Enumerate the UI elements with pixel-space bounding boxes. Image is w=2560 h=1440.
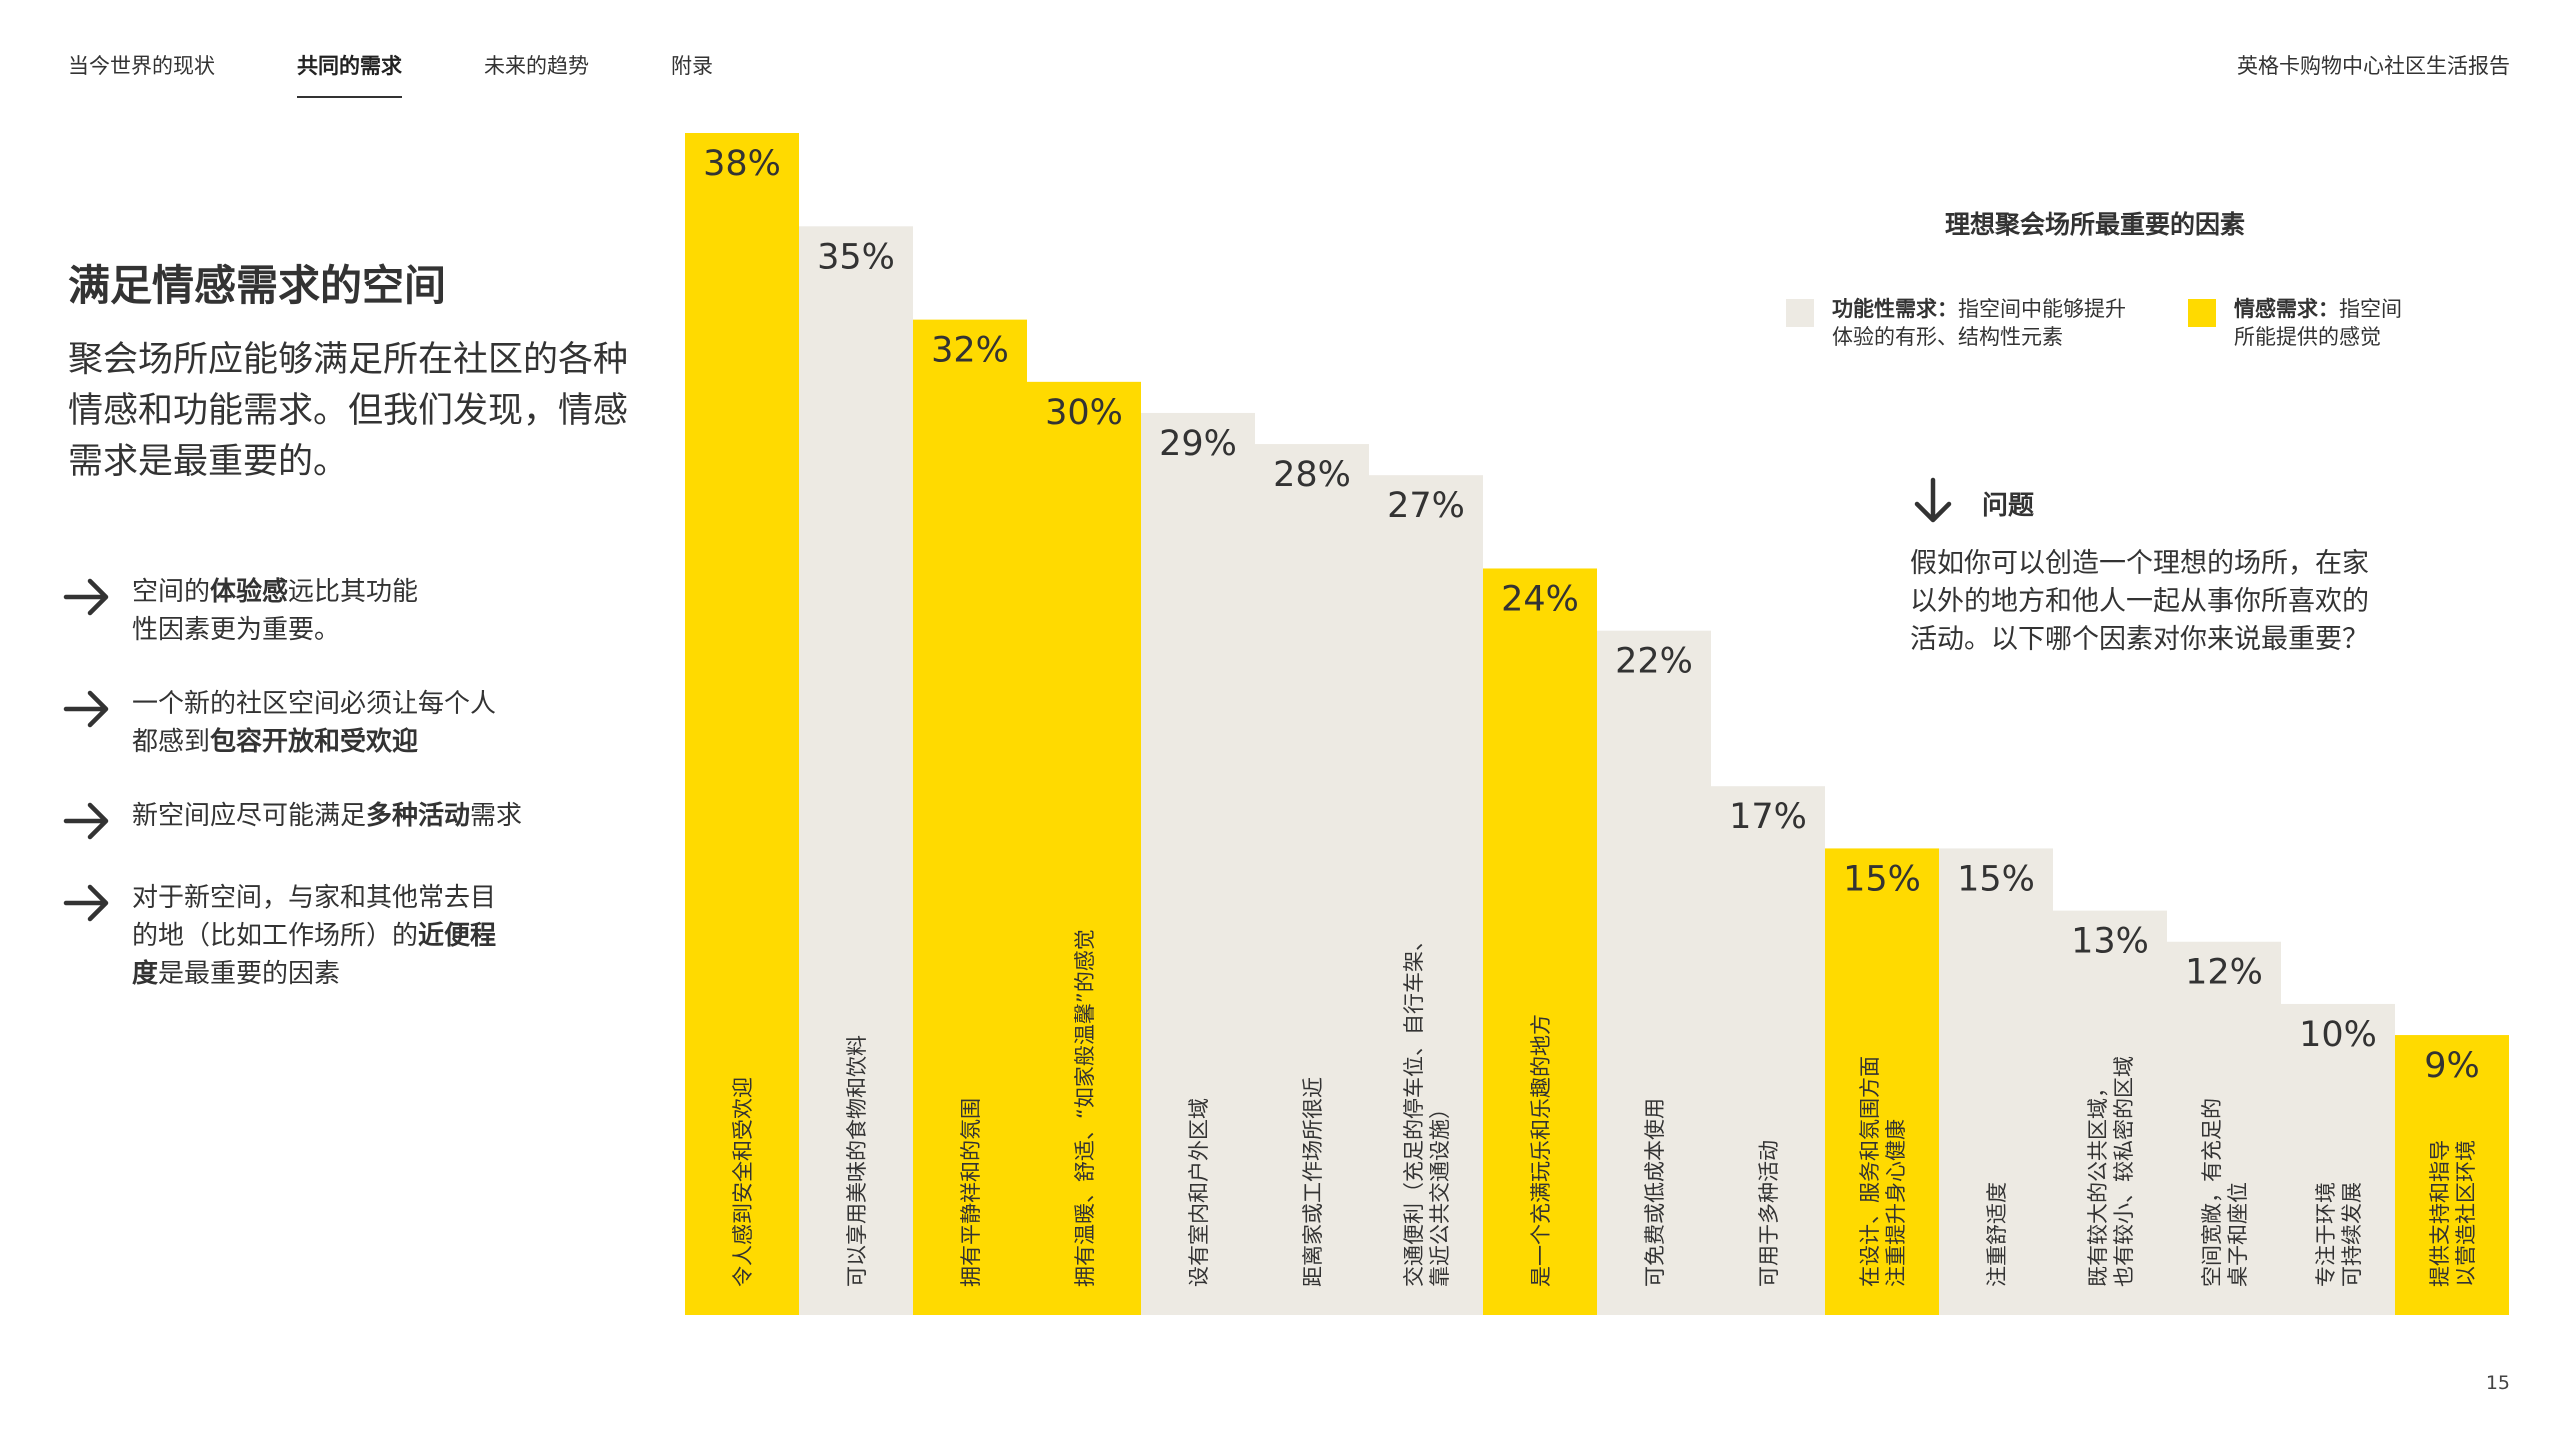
bar-functional: [1255, 444, 1369, 1316]
top-nav: 当今世界的现状 共同的需求 未来的趋势 附录: [68, 50, 713, 98]
bar-emotional: [913, 319, 1027, 1315]
bar-functional: [1141, 412, 1255, 1315]
bar-value-label: 30%: [1045, 393, 1123, 433]
bar-value-label: 35%: [817, 237, 895, 277]
question-text: 假如你可以创造一个理想的场所，在家以外的地方和他人一起从事你所喜欢的活动。以下哪…: [1910, 548, 2369, 655]
bar-category-label: 是一个充满玩乐和乐趣的地方: [1529, 1014, 1553, 1287]
bar-category-label: 空间宽敞，有充足的: [2200, 1098, 2224, 1287]
arrow-right-icon: [63, 690, 109, 728]
bar-category-label: 可以享用美味的食物和饮料: [845, 1035, 869, 1287]
nav-tab-future-trends[interactable]: 未来的趋势: [484, 54, 589, 78]
finding-item: 对于新空间，与家和其他常去目的地（比如工作场所）的近便程度是最重要的因素: [62, 879, 602, 993]
arrow-right-icon: [63, 802, 109, 840]
bar-value-label: 28%: [1273, 455, 1351, 495]
section-title: 满足情感需求的空间: [68, 261, 447, 310]
finding-text: 一个新的社区空间必须让每个人都感到包容开放和受欢迎: [132, 689, 497, 757]
bar-value-label: 29%: [1159, 424, 1237, 464]
bar-functional: [1939, 848, 2053, 1315]
bar-value-label: 10%: [2299, 1015, 2377, 1055]
bar-category-label: 设有室内和户外区域: [1187, 1098, 1211, 1287]
nav-tab-current-world[interactable]: 当今世界的现状: [68, 54, 215, 78]
bar-category-label: 既有较大的公共区域，: [2086, 1077, 2110, 1287]
arrow-down-icon: [1914, 477, 1952, 523]
bar-functional: [1711, 786, 1825, 1315]
bar-emotional: [685, 133, 799, 1315]
bar-category-label: 提供支持和指导: [2428, 1140, 2452, 1287]
bar-category-label: 拥有温暖、舒适、“如家般温馨”的感觉: [1073, 929, 1097, 1287]
chart-title: 理想聚会场所最重要的因素: [1945, 210, 2246, 239]
bar-functional: [799, 226, 913, 1315]
bar-category-label: 以营造社区环境: [2454, 1140, 2478, 1287]
bar-value-label: 38%: [703, 144, 781, 184]
nav-tab-appendix[interactable]: 附录: [671, 54, 713, 78]
bar-value-label: 22%: [1615, 642, 1693, 682]
bar-value-label: 12%: [2185, 953, 2263, 993]
finding-text: 新空间应尽可能满足多种活动需求: [132, 801, 523, 831]
bar-value-label: 9%: [2424, 1046, 2480, 1086]
bar-category-label: 拥有平静祥和的氛围: [959, 1098, 983, 1287]
arrow-right-icon: [63, 578, 109, 616]
finding-text: 空间的体验感远比其功能性因素更为重要。: [132, 577, 419, 645]
bar-value-label: 15%: [1957, 859, 2035, 899]
bar-category-label: 注重提升身心健康: [1884, 1119, 1908, 1287]
finding-text: 对于新空间，与家和其他常去目的地（比如工作场所）的近便程度是最重要的因素: [132, 883, 497, 989]
bar-value-label: 17%: [1729, 797, 1807, 837]
legend-swatch-functional: [1786, 299, 1814, 327]
bar-functional: [1597, 630, 1711, 1315]
page-number: 15: [2485, 1372, 2510, 1394]
bar-value-label: 15%: [1843, 859, 1921, 899]
key-findings-list: 空间的体验感远比其功能性因素更为重要。 一个新的社区空间必须让每个人都感到包容开…: [62, 573, 602, 1029]
arrow-right-icon: [63, 884, 109, 922]
bar-category-label: 也有较小、较私密的区域: [2112, 1056, 2136, 1287]
nav-tab-shared-needs[interactable]: 共同的需求: [297, 50, 402, 98]
bar-functional: [2281, 1003, 2395, 1315]
finding-item: 空间的体验感远比其功能性因素更为重要。: [62, 573, 602, 649]
section-lede: 聚会场所应能够满足所在社区的各种情感和功能需求。但我们发现，情感需求是最重要的。: [68, 340, 629, 482]
bar-emotional: [2395, 1035, 2509, 1315]
bar-category-label: 桌子和座位: [2226, 1182, 2250, 1287]
bar-functional: [2167, 941, 2281, 1315]
bar-category-label: 在设计、服务和氛围方面: [1858, 1056, 1882, 1287]
finding-item: 新空间应尽可能满足多种活动需求: [62, 797, 602, 843]
bar-category-label: 可用于多种活动: [1757, 1140, 1781, 1287]
bar-value-label: 27%: [1387, 486, 1465, 526]
bar-category-label: 靠近公共交通设施）: [1428, 1098, 1452, 1287]
bar-category-label: 可免费或低成本使用: [1643, 1098, 1667, 1287]
bar-category-label: 可持续发展: [2340, 1182, 2364, 1287]
bar-emotional: [1825, 848, 1939, 1315]
question-label: 问题: [1982, 491, 2035, 521]
bar-category-label: 注重舒适度: [1985, 1182, 2009, 1287]
bar-functional: [1369, 475, 1483, 1315]
bar-emotional: [1483, 568, 1597, 1315]
finding-item: 一个新的社区空间必须让每个人都感到包容开放和受欢迎: [62, 685, 602, 761]
bar-value-label: 32%: [931, 331, 1009, 371]
bar-functional: [2053, 910, 2167, 1315]
legend-swatch-emotional: [2188, 299, 2216, 327]
bar-value-label: 24%: [1501, 579, 1579, 619]
legend-emotional-text: 情感需求：指空间所能提供的感觉: [2234, 297, 2402, 349]
bar-category-label: 专注于环境: [2314, 1182, 2338, 1287]
legend-functional: 功能性需求：指空间中能够提升体验的有形、结构性元素: [1786, 295, 2146, 351]
bar-category-label: 交通便利（充足的停车位、自行车架、: [1402, 930, 1426, 1287]
bar-emotional: [1027, 381, 1141, 1315]
bar-category-label: 令人感到安全和受欢迎: [731, 1077, 755, 1287]
report-title: 英格卡购物中心社区生活报告: [2237, 54, 2510, 78]
bar-value-label: 13%: [2071, 922, 2149, 962]
bar-category-label: 距离家或工作场所很近: [1301, 1077, 1325, 1287]
legend-emotional: 情感需求：指空间所能提供的感觉: [2188, 295, 2448, 351]
legend-functional-text: 功能性需求：指空间中能够提升体验的有形、结构性元素: [1832, 297, 2126, 349]
